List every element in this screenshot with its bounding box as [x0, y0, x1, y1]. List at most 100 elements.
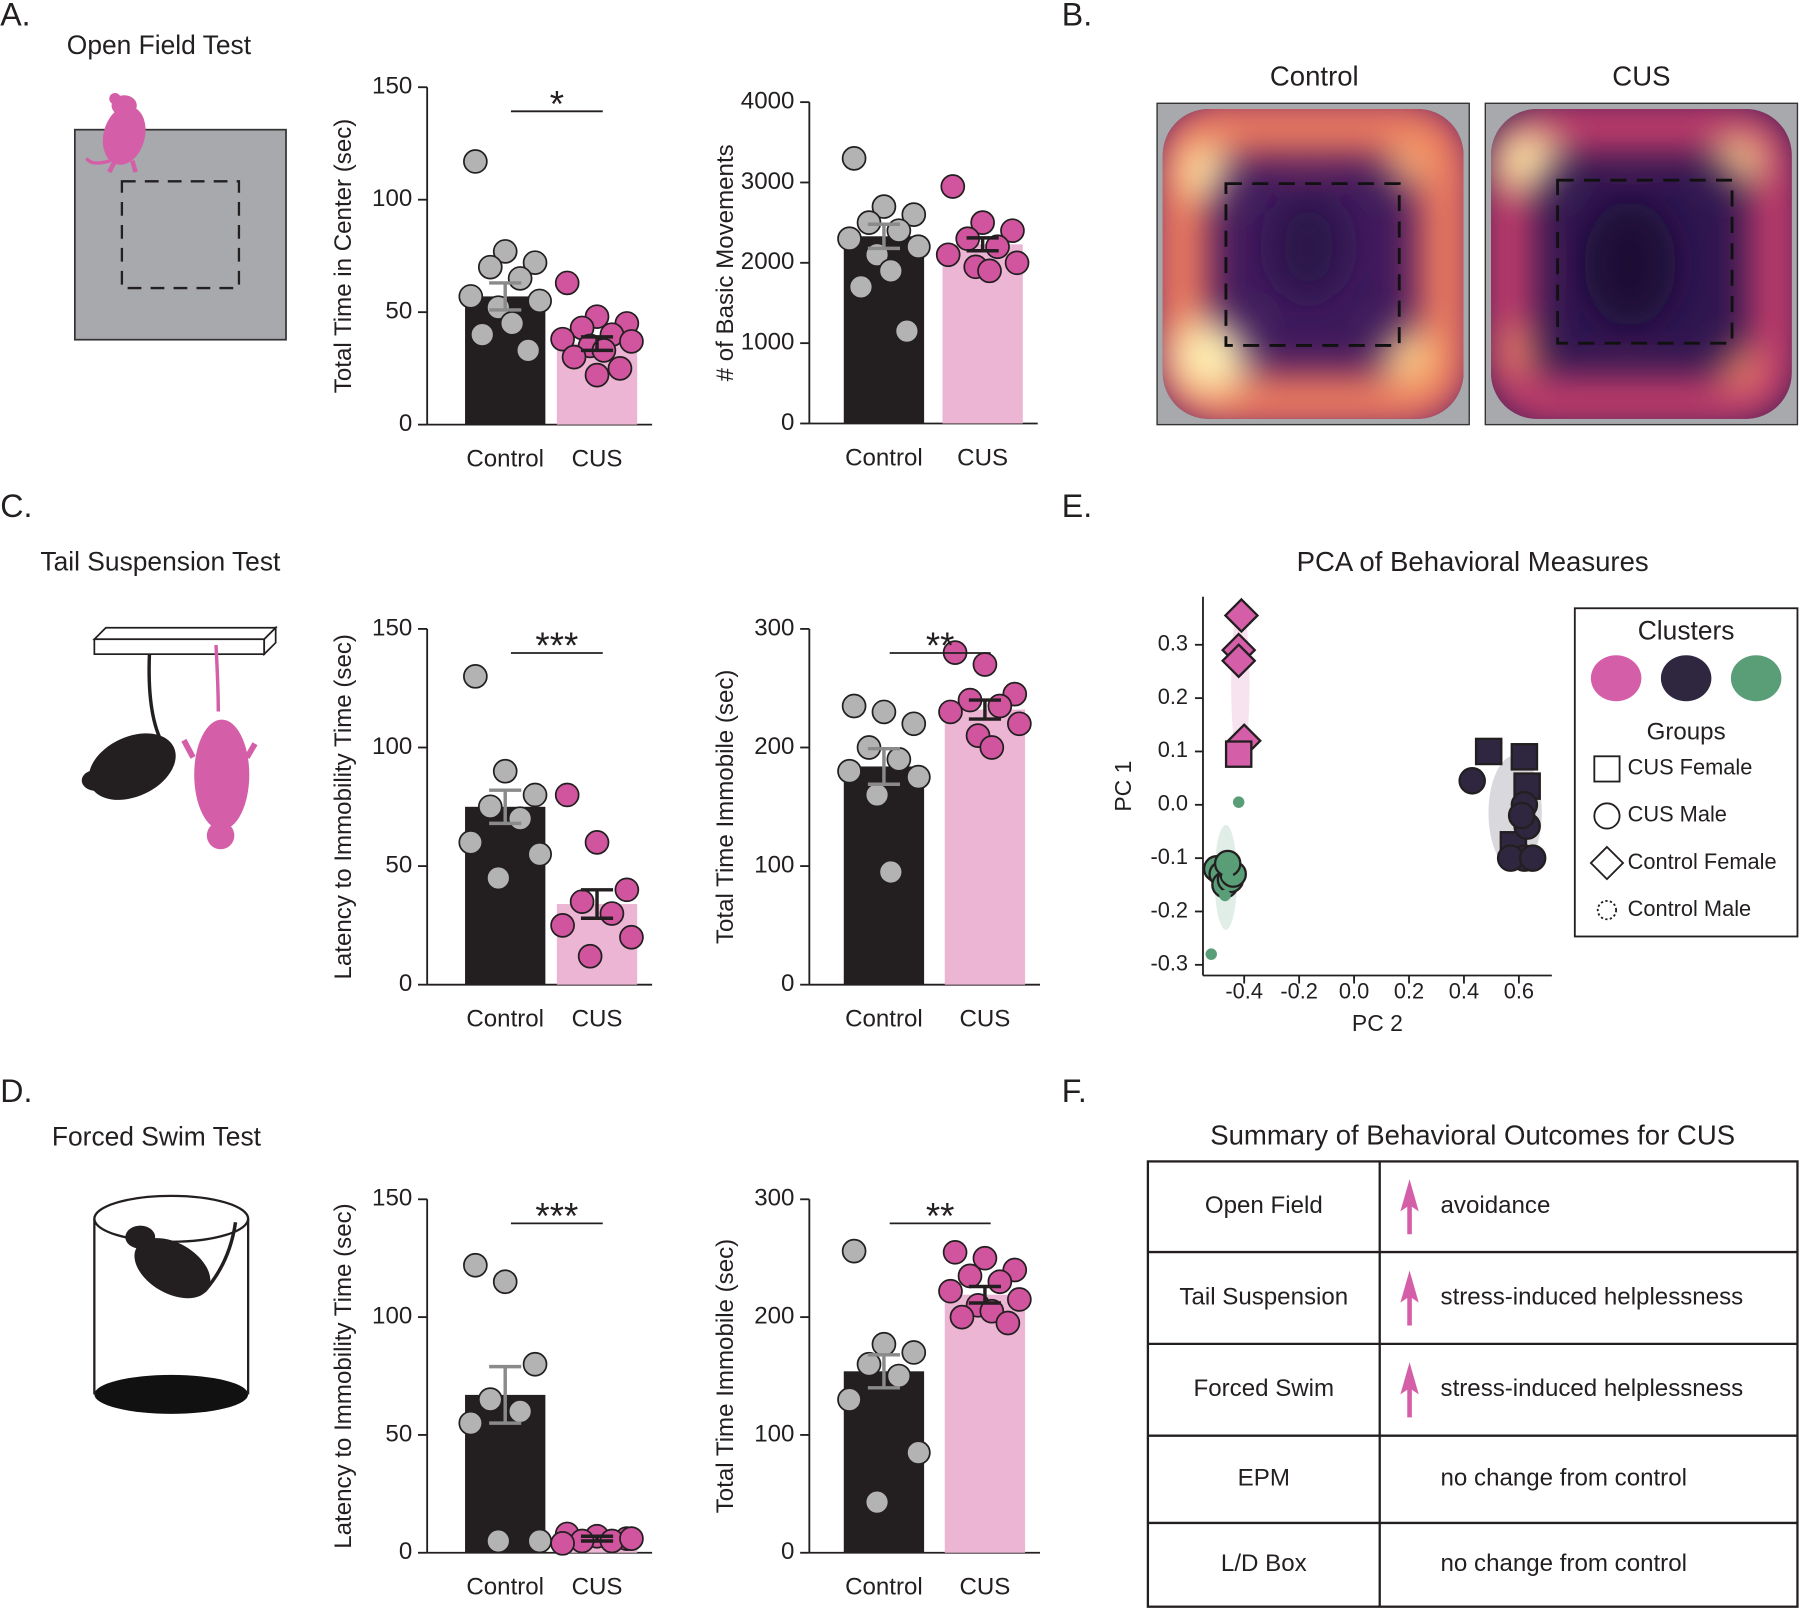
- x-tick-label: Control: [466, 1574, 544, 1601]
- x-tick-label: 0.6: [1504, 978, 1534, 1003]
- data-point: [906, 764, 931, 790]
- chart-title: PCA of Behavioral Measures: [1297, 546, 1649, 577]
- data-point: [550, 326, 575, 352]
- y-axis-label: Total Time Immobile (sec): [712, 1239, 739, 1513]
- tail-suspension-illustration: [81, 625, 278, 850]
- data-point: [977, 258, 1002, 284]
- y-tick-label: 150: [372, 614, 412, 641]
- data-point: [477, 794, 503, 820]
- data-point: [886, 747, 912, 772]
- legend-label: CUS Male: [1628, 802, 1727, 827]
- data-point: [1000, 218, 1025, 244]
- x-tick-label: Control: [845, 444, 923, 471]
- error-bar: [580, 1534, 614, 1543]
- data-point: [550, 913, 575, 938]
- data-point: [619, 924, 644, 950]
- data-point: [485, 865, 511, 891]
- y-tick-label: -0.2: [1150, 897, 1188, 922]
- data-point: [841, 146, 867, 171]
- x-tick-label: Control: [466, 1006, 544, 1033]
- data-point: [477, 1387, 503, 1412]
- y-tick-label: 0: [399, 970, 412, 997]
- data-point: [894, 318, 920, 344]
- y-tick-label: 100: [754, 851, 794, 878]
- data-point: [906, 1440, 931, 1465]
- x-axis-label: PC 2: [1352, 1010, 1403, 1036]
- data-point: [864, 782, 890, 808]
- error-bar: [968, 1284, 1001, 1305]
- x-tick-label: CUS: [957, 444, 1008, 471]
- x-tick-label: -0.2: [1280, 978, 1318, 1003]
- table-cell: avoidance: [1441, 1192, 1551, 1219]
- data-point: [837, 1387, 862, 1412]
- scatter-point: [1223, 597, 1260, 634]
- data-point: [584, 362, 610, 388]
- data-point: [972, 652, 998, 677]
- data-point: [527, 288, 552, 314]
- error-bar: [489, 281, 522, 312]
- y-axis-label: Total Time in Center (sec): [330, 119, 357, 394]
- significance-label: **: [926, 625, 955, 666]
- data-point: [458, 1410, 484, 1436]
- y-axis-label: Latency to Immobility Time (sec): [330, 634, 357, 979]
- data-point: [619, 329, 644, 354]
- data-point: [492, 239, 518, 264]
- data-point: [871, 699, 897, 725]
- y-tick-label: 1000: [741, 329, 795, 356]
- table-cell: Forced Swim: [1194, 1375, 1335, 1402]
- legend-swatch: [1660, 655, 1712, 702]
- y-tick-label: 0: [781, 409, 794, 436]
- scatter-point: [1507, 801, 1536, 830]
- panel-label: D.: [0, 1073, 32, 1109]
- y-tick-label: 100: [372, 185, 412, 212]
- forced-swim-illustration: [93, 1194, 250, 1414]
- data-point: [901, 1340, 927, 1365]
- data-point: [1007, 711, 1032, 737]
- data-point: [584, 830, 610, 855]
- table-cell: L/D Box: [1221, 1550, 1307, 1577]
- error-bar: [489, 1364, 522, 1425]
- error-bar: [580, 888, 614, 920]
- y-tick-label: 100: [754, 1420, 794, 1447]
- legend-marker: [1593, 802, 1621, 830]
- data-point: [522, 782, 548, 808]
- x-tick-label: 0.4: [1449, 978, 1479, 1003]
- table-cell: Tail Suspension: [1179, 1283, 1348, 1310]
- data-point: [522, 250, 548, 276]
- table-cell: no change from control: [1441, 1550, 1687, 1577]
- legend-swatch: [1730, 655, 1782, 702]
- data-point: [522, 1351, 548, 1377]
- x-tick-label: CUS: [959, 1574, 1010, 1601]
- increase-arrow: [1400, 1270, 1419, 1326]
- y-tick-label: 0.2: [1158, 684, 1188, 709]
- y-tick-label: 100: [372, 1302, 412, 1329]
- table-cell: stress-induced helplessness: [1441, 1375, 1744, 1402]
- y-tick-label: 0: [399, 1538, 412, 1565]
- bar: [944, 1294, 1026, 1553]
- error-bar: [867, 746, 900, 786]
- y-tick-label: 200: [754, 733, 794, 760]
- legend-label: Control Female: [1628, 849, 1777, 874]
- y-axis-label: PC 1: [1110, 761, 1136, 812]
- error-bar: [580, 335, 614, 353]
- data-point: [1004, 250, 1030, 276]
- data-point: [871, 194, 897, 219]
- heatmap-cus: CUS: [1484, 60, 1799, 426]
- y-axis-label: Total Time Immobile (sec): [712, 670, 739, 944]
- increase-arrow: [1400, 1362, 1419, 1418]
- data-point: [469, 322, 495, 347]
- data-point: [848, 274, 874, 300]
- y-tick-label: 50: [385, 298, 412, 325]
- scatter-point: [1474, 737, 1503, 766]
- data-point: [577, 943, 603, 969]
- heatmap-control: Control: [1156, 60, 1470, 426]
- data-point: [979, 735, 1005, 760]
- data-point: [886, 1363, 912, 1389]
- error-bar: [489, 788, 522, 826]
- increase-arrow: [1400, 1179, 1419, 1235]
- legend-marker: [1589, 845, 1625, 881]
- significance-label: ***: [535, 1196, 578, 1237]
- data-point: [485, 1528, 511, 1554]
- heatmap-title: CUS: [1612, 60, 1670, 91]
- data-point: [619, 1526, 644, 1551]
